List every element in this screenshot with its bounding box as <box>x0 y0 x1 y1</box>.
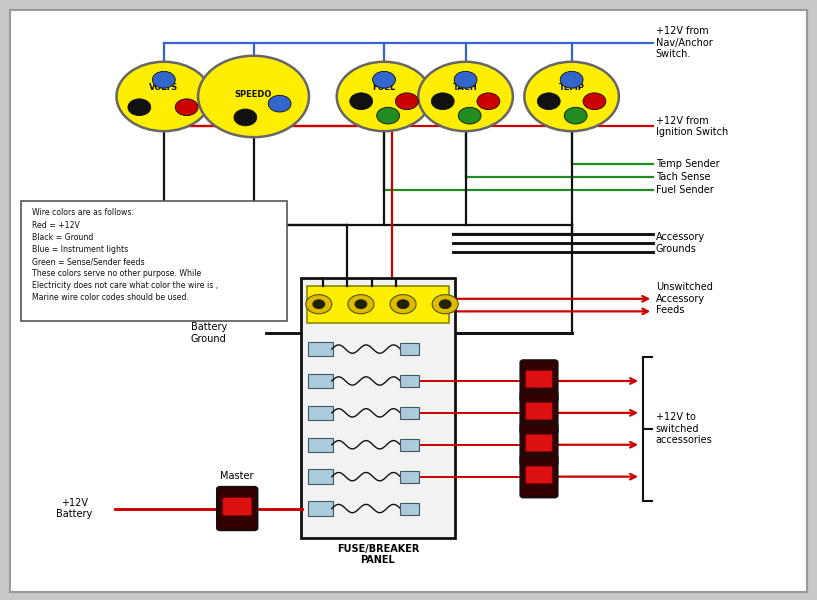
FancyBboxPatch shape <box>526 371 552 388</box>
FancyBboxPatch shape <box>301 278 455 538</box>
FancyBboxPatch shape <box>400 439 419 451</box>
Circle shape <box>395 93 418 110</box>
FancyBboxPatch shape <box>308 502 333 516</box>
Circle shape <box>440 300 451 308</box>
Circle shape <box>373 71 395 88</box>
Text: TEMP: TEMP <box>559 83 584 92</box>
Circle shape <box>525 62 619 131</box>
FancyBboxPatch shape <box>308 374 333 388</box>
Circle shape <box>117 62 211 131</box>
FancyBboxPatch shape <box>520 392 558 434</box>
Circle shape <box>234 109 257 126</box>
Text: Unswitched
Accessory
Feeds: Unswitched Accessory Feeds <box>655 282 712 316</box>
Text: TACH: TACH <box>453 83 478 92</box>
Text: +: + <box>316 301 322 307</box>
FancyBboxPatch shape <box>217 487 257 530</box>
Text: Battery
Ground: Battery Ground <box>190 322 227 344</box>
FancyBboxPatch shape <box>308 342 333 356</box>
Text: Fuel Sender: Fuel Sender <box>655 185 713 196</box>
Circle shape <box>306 295 332 314</box>
FancyBboxPatch shape <box>526 466 552 484</box>
Circle shape <box>431 93 454 110</box>
Circle shape <box>560 71 583 88</box>
FancyBboxPatch shape <box>400 407 419 419</box>
Circle shape <box>175 99 198 116</box>
Circle shape <box>350 93 373 110</box>
FancyBboxPatch shape <box>400 503 419 515</box>
FancyBboxPatch shape <box>308 406 333 420</box>
FancyBboxPatch shape <box>526 434 552 452</box>
Circle shape <box>377 107 400 124</box>
Circle shape <box>390 295 416 314</box>
FancyBboxPatch shape <box>400 375 419 387</box>
Text: +12V to
switched
accessories: +12V to switched accessories <box>655 412 712 445</box>
Text: Master: Master <box>221 470 254 481</box>
Circle shape <box>477 93 500 110</box>
FancyBboxPatch shape <box>21 200 287 321</box>
Circle shape <box>268 95 291 112</box>
Text: Wire colors are as follows:
Red = +12V
Black = Ground
Blue = Instrument lights
G: Wire colors are as follows: Red = +12V B… <box>32 208 218 302</box>
Circle shape <box>153 71 175 88</box>
Text: +12V from
Ignition Switch: +12V from Ignition Switch <box>655 116 728 137</box>
Circle shape <box>432 295 458 314</box>
FancyBboxPatch shape <box>520 360 558 402</box>
FancyBboxPatch shape <box>520 424 558 466</box>
Circle shape <box>583 93 606 110</box>
FancyBboxPatch shape <box>223 497 252 515</box>
Text: +12V from
Nav/Anchor
Switch.: +12V from Nav/Anchor Switch. <box>655 26 712 59</box>
FancyBboxPatch shape <box>526 403 552 419</box>
Circle shape <box>418 62 513 131</box>
FancyBboxPatch shape <box>400 343 419 355</box>
Circle shape <box>565 107 587 124</box>
Circle shape <box>313 300 324 308</box>
Circle shape <box>128 99 151 116</box>
Circle shape <box>397 300 408 308</box>
Text: FUEL: FUEL <box>373 83 395 92</box>
Text: VOLTS: VOLTS <box>150 83 178 92</box>
Circle shape <box>198 56 309 137</box>
FancyBboxPatch shape <box>308 469 333 484</box>
Text: Accessory
Grounds: Accessory Grounds <box>655 232 705 254</box>
FancyBboxPatch shape <box>400 470 419 482</box>
FancyBboxPatch shape <box>520 455 558 497</box>
Circle shape <box>454 71 477 88</box>
Text: +12V
Battery: +12V Battery <box>56 498 92 520</box>
FancyBboxPatch shape <box>308 437 333 452</box>
Circle shape <box>458 107 481 124</box>
Circle shape <box>337 62 431 131</box>
Text: Tach Sense: Tach Sense <box>655 172 710 182</box>
Circle shape <box>538 93 560 110</box>
FancyBboxPatch shape <box>306 286 449 323</box>
Circle shape <box>355 300 367 308</box>
Text: Temp Sender: Temp Sender <box>655 159 719 169</box>
Text: SPEEDO: SPEEDO <box>234 90 272 99</box>
Circle shape <box>348 295 374 314</box>
Text: FUSE/BREAKER
PANEL: FUSE/BREAKER PANEL <box>337 544 419 565</box>
